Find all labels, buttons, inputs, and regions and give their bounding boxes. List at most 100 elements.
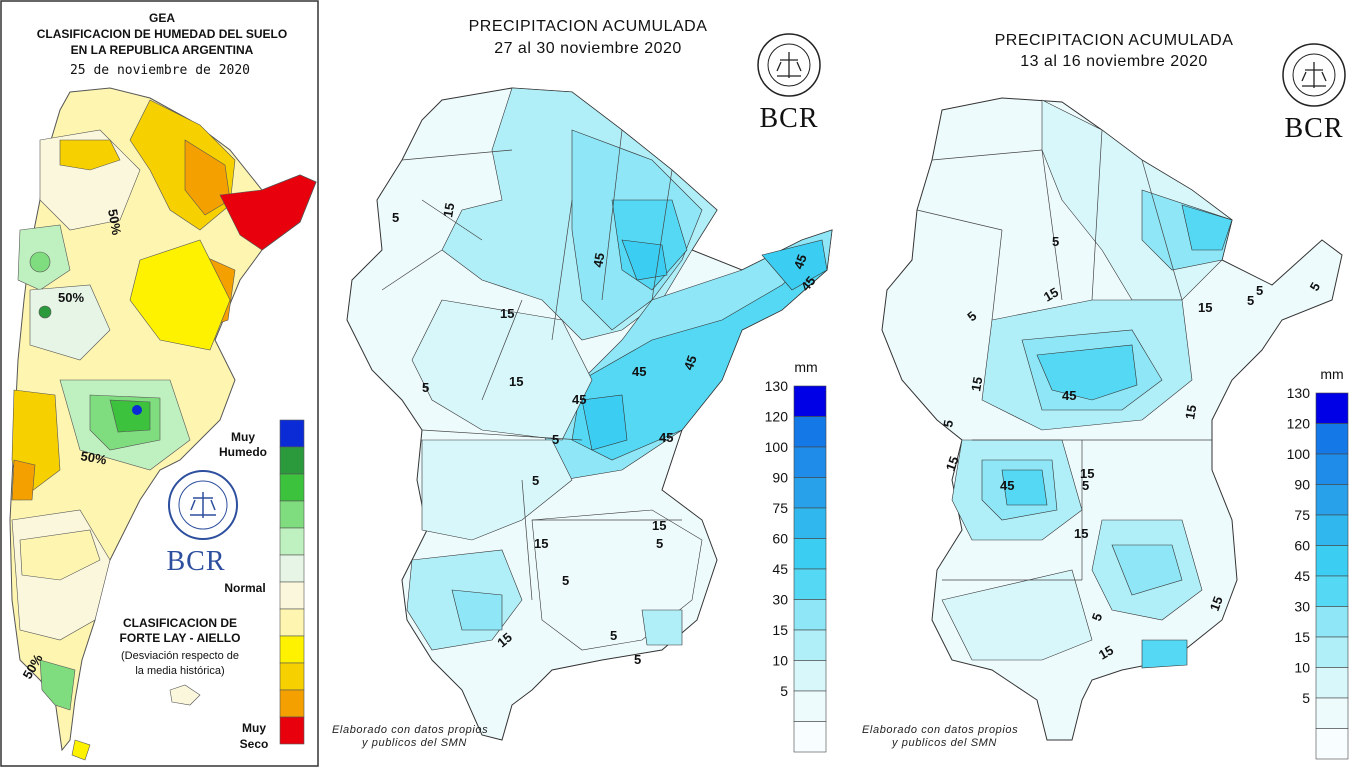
precip-map-1 (346, 87, 833, 741)
scale-label: 100 (1287, 446, 1311, 462)
scale-swatch (793, 507, 827, 539)
scale-label: 120 (1287, 416, 1311, 432)
isoline-label: 5 (392, 210, 399, 225)
isoline-label: 15 (1080, 466, 1094, 481)
scale-label: 60 (772, 531, 788, 547)
scale-swatch (793, 721, 827, 753)
scale-swatch (1315, 636, 1349, 668)
precip-title-1: PRECIPITACION ACUMULADA (469, 18, 708, 35)
map-label-1: 50% (105, 208, 124, 237)
soil-legend-swatch (279, 635, 305, 664)
isoline-label: 5 (1089, 611, 1106, 623)
class-note-2: la media histórica) (135, 665, 224, 677)
isoline-label: 15 (509, 374, 523, 389)
isoline-label: 45 (572, 392, 586, 407)
isoline-label: 15 (500, 306, 514, 321)
scale-unit-2: mm (1320, 366, 1343, 382)
footer-credit-4: y publicos del SMN (891, 737, 997, 749)
isoline-label: 5 (1256, 283, 1263, 298)
scale-swatch (793, 538, 827, 570)
scale-label: 75 (1294, 507, 1310, 523)
scale-swatch (1315, 728, 1349, 760)
scale-swatch (793, 629, 827, 661)
isoline-label: 15 (943, 454, 962, 473)
scale-swatch (793, 568, 827, 600)
class-note-1: (Desviación respecto de (121, 650, 239, 662)
soil-legend-swatch (279, 608, 305, 637)
isoline-label: 5 (1247, 293, 1254, 308)
legend-very-wet-1: Muy (231, 430, 255, 444)
scale-swatch (793, 446, 827, 478)
scale-label: 15 (1294, 629, 1310, 645)
map-label-3: 50% (79, 448, 108, 467)
soil-legend-swatch (279, 581, 305, 610)
isoline-label: 5 (634, 652, 641, 667)
soil-moisture-map (9, 87, 317, 761)
scale-swatch (1315, 667, 1349, 699)
isoline-label: 5 (422, 380, 429, 395)
legend-normal: Normal (224, 581, 265, 595)
isoline-label: 5 (656, 536, 663, 551)
isoline-label: 15 (968, 376, 985, 393)
isoline-label: 15 (1207, 594, 1226, 613)
scale-swatch (793, 416, 827, 448)
soil-legend-swatch (279, 446, 305, 475)
scale-label: 45 (1294, 568, 1310, 584)
soil-moisture-panel: GEA CLASIFICACION DE HUMEDAD DEL SUELO E… (0, 0, 319, 767)
scale-label: 100 (765, 439, 789, 455)
isoline-label: 15 (1096, 642, 1116, 662)
scale-label: 90 (1294, 477, 1310, 493)
isoline-label: 45 (1000, 478, 1014, 493)
isoline-label: 15 (1198, 300, 1212, 315)
scale-label: 60 (1294, 538, 1310, 554)
isoline-label: 5 (610, 628, 617, 643)
isoline-label: 15 (1182, 404, 1199, 421)
precip-subtitle-1: 27 al 30 noviembre 2020 (494, 40, 682, 57)
precip-scale-2: 130 120 100 90 75 60 45 30 15 10 5 (1287, 385, 1349, 760)
scale-swatch (793, 599, 827, 631)
soil-legend-swatch (279, 527, 305, 556)
legend-very-dry-1: Muy (242, 721, 266, 735)
scale-label: 30 (772, 592, 788, 608)
isoline-label: 5 (1082, 478, 1089, 493)
soil-legend (279, 419, 305, 745)
scale-swatch (793, 660, 827, 692)
isoline-label: 15 (652, 518, 666, 533)
precip-subtitle-2: 13 al 16 noviembre 2020 (1020, 53, 1208, 70)
isoline-label: 45 (1062, 388, 1076, 403)
scale-swatch (793, 477, 827, 509)
legend-very-wet-2: Humedo (219, 445, 267, 459)
scale-swatch (1315, 575, 1349, 607)
class-title-1: CLASIFICACION DE (123, 616, 237, 630)
isoline-label: 45 (791, 252, 810, 271)
bcr-logo-text: BCR (166, 546, 225, 577)
scale-label: 5 (1302, 690, 1310, 706)
footer-credit-3: Elaborado con datos propios (862, 724, 1018, 736)
gea-date: 25 de noviembre de 2020 (70, 63, 250, 78)
precip-panel-nov27-30: PRECIPITACION ACUMULADA 27 al 30 noviemb… (332, 0, 842, 753)
precip-title-2: PRECIPITACION ACUMULADA (995, 32, 1234, 49)
gea-subtitle-1: CLASIFICACION DE HUMEDAD DEL SUELO (37, 27, 287, 41)
soil-legend-swatch (279, 716, 305, 745)
scale-swatch (1315, 392, 1349, 424)
scale-swatch (1315, 697, 1349, 729)
precip-map-2 (881, 97, 1343, 741)
bcr-seal-3 (1282, 43, 1346, 107)
precip-scale-1: 130 120 100 90 75 60 45 30 15 10 5 (765, 378, 827, 753)
soil-legend-swatch (279, 554, 305, 583)
scale-swatch (1315, 423, 1349, 455)
scale-swatch (793, 690, 827, 722)
scale-label: 75 (772, 500, 788, 516)
bcr-logo-text-3: BCR (1284, 113, 1343, 144)
isoline-label: 45 (632, 364, 646, 379)
soil-legend-swatch (279, 473, 305, 502)
scale-swatch (1315, 514, 1349, 546)
scale-label: 45 (772, 561, 788, 577)
scale-label: 10 (1294, 660, 1310, 676)
isoline-label: 45 (590, 252, 607, 269)
bcr-seal (168, 470, 238, 540)
class-title-2: FORTE LAY - AIELLO (120, 631, 241, 645)
isoline-label: 15 (841, 0, 842, 3)
legend-very-dry-2: Seco (240, 737, 269, 751)
